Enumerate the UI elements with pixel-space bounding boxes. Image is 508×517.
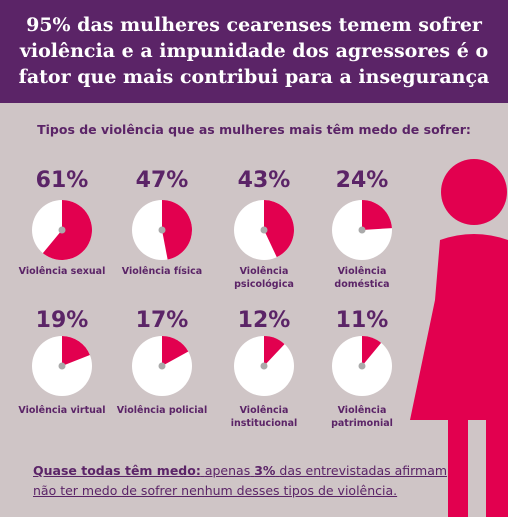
footnote: Quase todas têm medo: apenas 3% das entr… (33, 461, 463, 501)
category-label: Violência doméstica (334, 266, 390, 290)
value-label: 12% (237, 308, 291, 333)
category-label: Violência virtual (18, 405, 106, 416)
pie-slice (264, 200, 294, 258)
pie-center (58, 362, 66, 370)
pie (234, 200, 294, 260)
value-label: 43% (237, 168, 291, 193)
pie-slice (362, 336, 382, 366)
note-text: das entrevistadas afirmam não ter medo d… (33, 463, 448, 498)
pie (332, 336, 392, 396)
pie (32, 336, 92, 396)
value-label: 24% (335, 168, 389, 193)
subtitle: Tipos de violência que as mulheres mais … (37, 122, 471, 137)
pie-center (158, 226, 166, 234)
pie-slice (62, 336, 90, 366)
pie-center (260, 226, 268, 234)
note-text: apenas (204, 463, 251, 478)
title-line: fator que mais contribui para a insegura… (18, 66, 490, 88)
value-label: 19% (35, 308, 89, 333)
title-line: violência e a impunidade dos agressores … (19, 40, 489, 62)
pie (332, 200, 392, 260)
pie-slice (162, 200, 193, 260)
pie-center (158, 362, 166, 370)
pie (132, 336, 192, 396)
pie (234, 336, 294, 396)
pie (32, 200, 92, 260)
category-label: Violência institucional (230, 405, 298, 429)
pie-slice (362, 200, 392, 230)
value-label: 17% (135, 308, 189, 333)
category-label: Violência psicológica (234, 266, 294, 290)
pie-center (358, 226, 366, 234)
category-label: Violência física (121, 266, 203, 277)
pie-slice (264, 336, 285, 366)
title-line: 95% das mulheres cearenses temem sofrer (26, 14, 482, 36)
pie-center (260, 362, 268, 370)
value-label: 47% (135, 168, 189, 193)
category-label: Violência policial (116, 405, 208, 416)
value-label: 61% (35, 168, 89, 193)
header: 95% das mulheres cearenses temem sofrer … (0, 0, 508, 103)
note-highlight: 3% (254, 463, 276, 478)
category-label: Violência patrimonial (331, 405, 393, 429)
pie-slice (42, 200, 92, 260)
category-label: Violência sexual (18, 266, 106, 277)
value-label: 11% (335, 308, 389, 333)
note-lead: Quase todas têm medo: (33, 463, 201, 478)
pie-slice (162, 336, 189, 366)
pie-center (358, 362, 366, 370)
pie (132, 200, 193, 260)
pie-center (58, 226, 66, 234)
